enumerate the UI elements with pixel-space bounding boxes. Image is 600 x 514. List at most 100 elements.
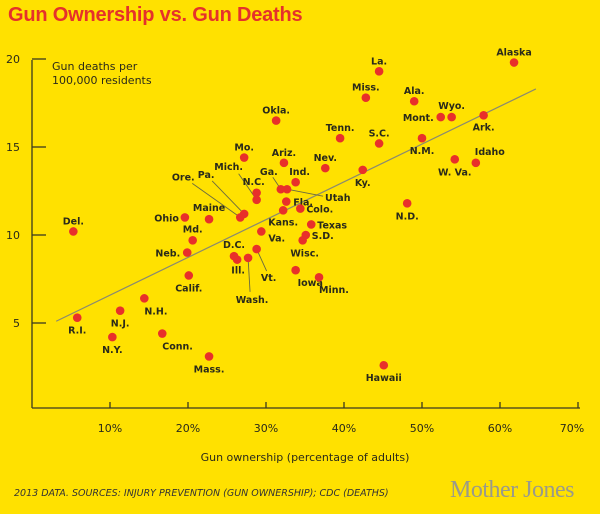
point-label: Va. bbox=[268, 233, 285, 244]
point-label: Idaho bbox=[475, 147, 506, 158]
leader-line bbox=[247, 257, 251, 292]
trend-line bbox=[55, 88, 537, 322]
point-label: Tenn. bbox=[326, 123, 355, 134]
data-point bbox=[235, 213, 245, 222]
point-label: Hawaii bbox=[366, 373, 402, 384]
mother-jones-logo: Mother Jones bbox=[450, 477, 574, 503]
point-label: S.C. bbox=[369, 128, 390, 139]
data-point bbox=[447, 112, 456, 122]
source-note: 2013 DATA. SOURCES: INJURY PREVENTION (G… bbox=[14, 488, 389, 499]
leader-line bbox=[286, 188, 324, 197]
point-label: N.D. bbox=[396, 211, 419, 222]
point-label: Ariz. bbox=[272, 148, 296, 159]
data-point bbox=[252, 244, 261, 254]
data-point bbox=[72, 313, 82, 323]
data-point bbox=[471, 158, 481, 168]
point-label: N.M. bbox=[410, 146, 435, 157]
point-label: Wyo. bbox=[438, 101, 465, 112]
data-point bbox=[271, 116, 281, 125]
point-label: Md. bbox=[183, 224, 203, 235]
point-label: D.C. bbox=[223, 240, 245, 251]
data-point bbox=[180, 213, 190, 222]
data-point bbox=[257, 227, 266, 236]
point-label: Fla. bbox=[293, 198, 313, 209]
data-point bbox=[417, 133, 427, 143]
data-point bbox=[188, 235, 197, 245]
point-label: Ala. bbox=[404, 86, 425, 97]
point-label: R.I. bbox=[68, 326, 86, 337]
data-point bbox=[252, 195, 261, 205]
point-label: W. Va. bbox=[438, 167, 471, 178]
point-label: Calif. bbox=[175, 283, 202, 294]
point-label: Ark. bbox=[473, 122, 495, 133]
data-point bbox=[276, 184, 286, 194]
point-label: Ind. bbox=[289, 167, 310, 178]
data-point bbox=[157, 329, 167, 338]
data-point bbox=[243, 253, 253, 263]
data-point bbox=[306, 220, 316, 229]
data-point bbox=[184, 271, 194, 280]
data-point bbox=[279, 158, 289, 168]
data-point bbox=[374, 67, 384, 76]
data-point bbox=[281, 197, 291, 206]
data-point bbox=[115, 306, 125, 315]
data-point bbox=[509, 58, 519, 67]
data-point bbox=[204, 214, 214, 224]
leader-line bbox=[191, 183, 241, 218]
point-label: Alaska bbox=[496, 48, 531, 59]
point-label: N.C. bbox=[243, 177, 265, 188]
point-label: Ky. bbox=[355, 178, 371, 189]
y-axis-label-line2: 100,000 residents bbox=[52, 74, 152, 87]
y-tick-label: 5 bbox=[13, 317, 20, 330]
point-label: Neb. bbox=[155, 249, 180, 260]
x-tick-label: 10% bbox=[98, 422, 122, 435]
data-point bbox=[291, 177, 300, 187]
point-label: La. bbox=[371, 56, 387, 67]
chart-title: Gun Ownership vs. Gun Deaths bbox=[8, 4, 303, 26]
leader-line bbox=[211, 180, 245, 215]
data-point bbox=[278, 206, 288, 215]
y-tick-label: 15 bbox=[6, 141, 20, 154]
point-label: Mass. bbox=[194, 364, 225, 375]
y-tick-label: 10 bbox=[6, 229, 20, 242]
point-label: Mont. bbox=[403, 113, 434, 124]
point-label: Iowa bbox=[298, 278, 323, 289]
point-label: Wisc. bbox=[290, 248, 319, 259]
point-label: Miss. bbox=[352, 83, 380, 94]
point-label: Kans. bbox=[268, 217, 298, 228]
point-label: Utah bbox=[325, 193, 351, 204]
point-label: Mich. bbox=[214, 162, 243, 173]
point-label: S.D. bbox=[312, 231, 334, 242]
data-point bbox=[291, 265, 300, 275]
x-tick-label: 50% bbox=[410, 422, 434, 435]
data-point bbox=[108, 332, 117, 342]
x-tick-label: 20% bbox=[176, 422, 200, 435]
data-point bbox=[182, 248, 192, 257]
x-tick-label: 30% bbox=[254, 422, 278, 435]
point-label: Minn. bbox=[319, 285, 349, 296]
point-label: Maine bbox=[193, 203, 225, 214]
point-label: Wash. bbox=[236, 295, 269, 306]
data-point bbox=[69, 227, 78, 236]
data-point bbox=[402, 199, 412, 208]
data-point bbox=[296, 204, 305, 213]
point-label: N.H. bbox=[144, 306, 167, 317]
point-label: N.Y. bbox=[102, 345, 122, 356]
data-point bbox=[379, 360, 389, 370]
data-point bbox=[298, 235, 307, 245]
data-point bbox=[204, 352, 214, 361]
data-point bbox=[361, 93, 371, 103]
point-label: Nev. bbox=[314, 153, 337, 164]
point-label: Texas bbox=[317, 220, 347, 231]
point-label: Ore. bbox=[172, 172, 195, 183]
data-point bbox=[140, 294, 149, 303]
point-label: Ill. bbox=[231, 266, 245, 277]
data-point bbox=[232, 255, 242, 264]
data-point bbox=[252, 188, 261, 198]
data-point bbox=[320, 163, 330, 173]
point-label: Ga. bbox=[260, 167, 278, 178]
data-point bbox=[479, 111, 488, 120]
x-tick-label: 40% bbox=[332, 422, 356, 435]
point-label: Okla. bbox=[262, 106, 290, 117]
